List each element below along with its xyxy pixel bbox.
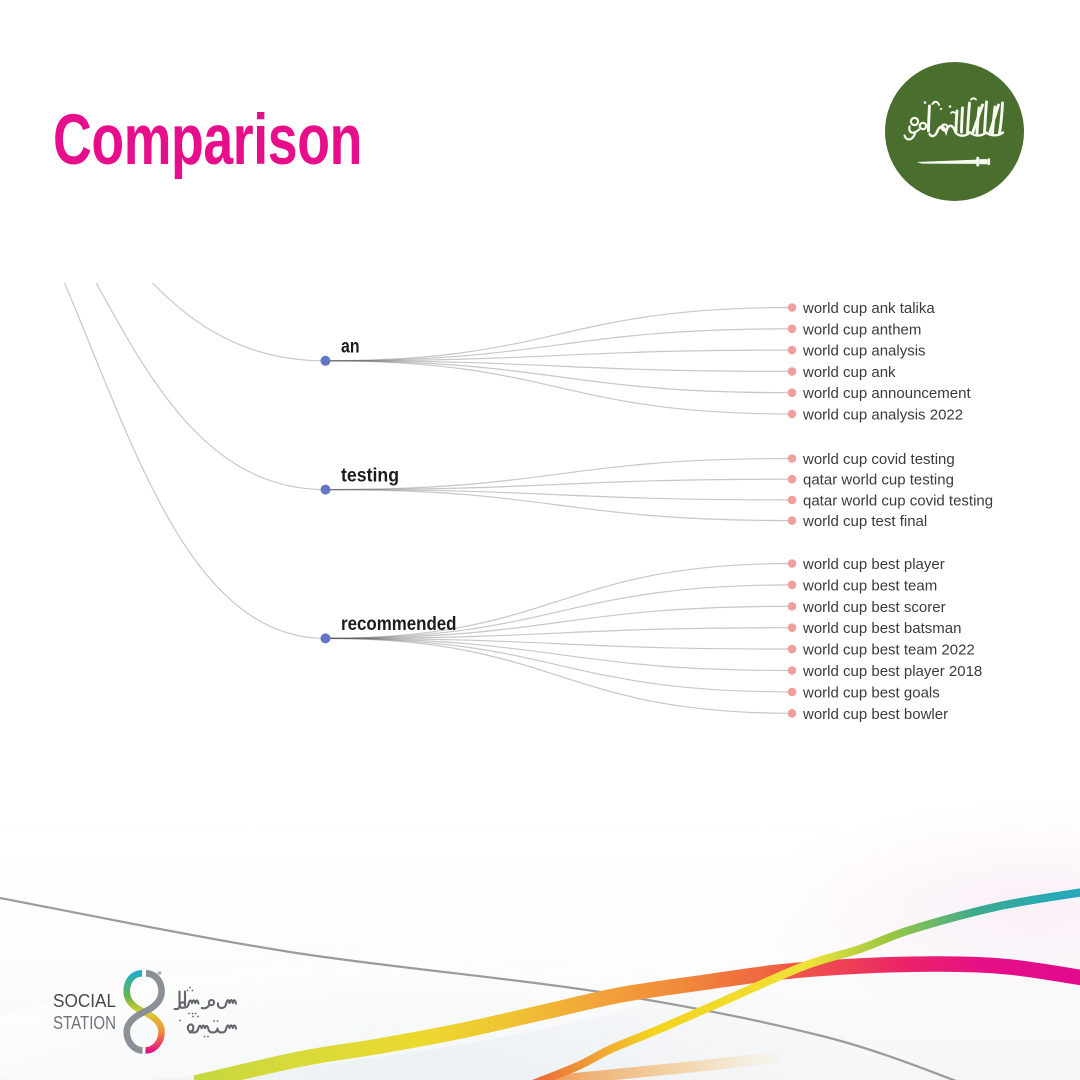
svg-text:qatar world cup testing: qatar world cup testing xyxy=(803,472,954,489)
svg-text:recommended: recommended xyxy=(341,613,457,635)
svg-text:world cup announcement: world cup announcement xyxy=(802,385,971,402)
svg-text:world cup analysis 2022: world cup analysis 2022 xyxy=(802,407,963,424)
svg-text:STATION: STATION xyxy=(53,1013,116,1033)
svg-text:SOCIAL: SOCIAL xyxy=(53,991,116,1011)
svg-text:world cup best goals: world cup best goals xyxy=(802,684,940,701)
svg-text:world cup best bowler: world cup best bowler xyxy=(802,706,948,723)
svg-text:world cup test final: world cup test final xyxy=(802,513,927,530)
svg-text:world cup best scorer: world cup best scorer xyxy=(802,599,946,616)
svg-text:world cup analysis: world cup analysis xyxy=(802,343,926,360)
svg-text:qatar world cup covid testing: qatar world cup covid testing xyxy=(803,492,993,509)
svg-text:world cup best team 2022: world cup best team 2022 xyxy=(802,642,975,659)
svg-text:world cup ank talika: world cup ank talika xyxy=(802,300,935,317)
svg-text:world cup best player: world cup best player xyxy=(802,556,945,573)
svg-text:world cup anthem: world cup anthem xyxy=(802,321,921,338)
svg-text:testing: testing xyxy=(341,464,399,486)
svg-text:world cup ank: world cup ank xyxy=(802,364,896,381)
svg-text:an: an xyxy=(341,336,360,358)
svg-text:world cup best batsman: world cup best batsman xyxy=(802,620,961,637)
svg-text:world cup covid testing: world cup covid testing xyxy=(802,451,955,468)
svg-text:world cup best player 2018: world cup best player 2018 xyxy=(802,663,982,680)
svg-text:world cup best team: world cup best team xyxy=(802,577,937,594)
